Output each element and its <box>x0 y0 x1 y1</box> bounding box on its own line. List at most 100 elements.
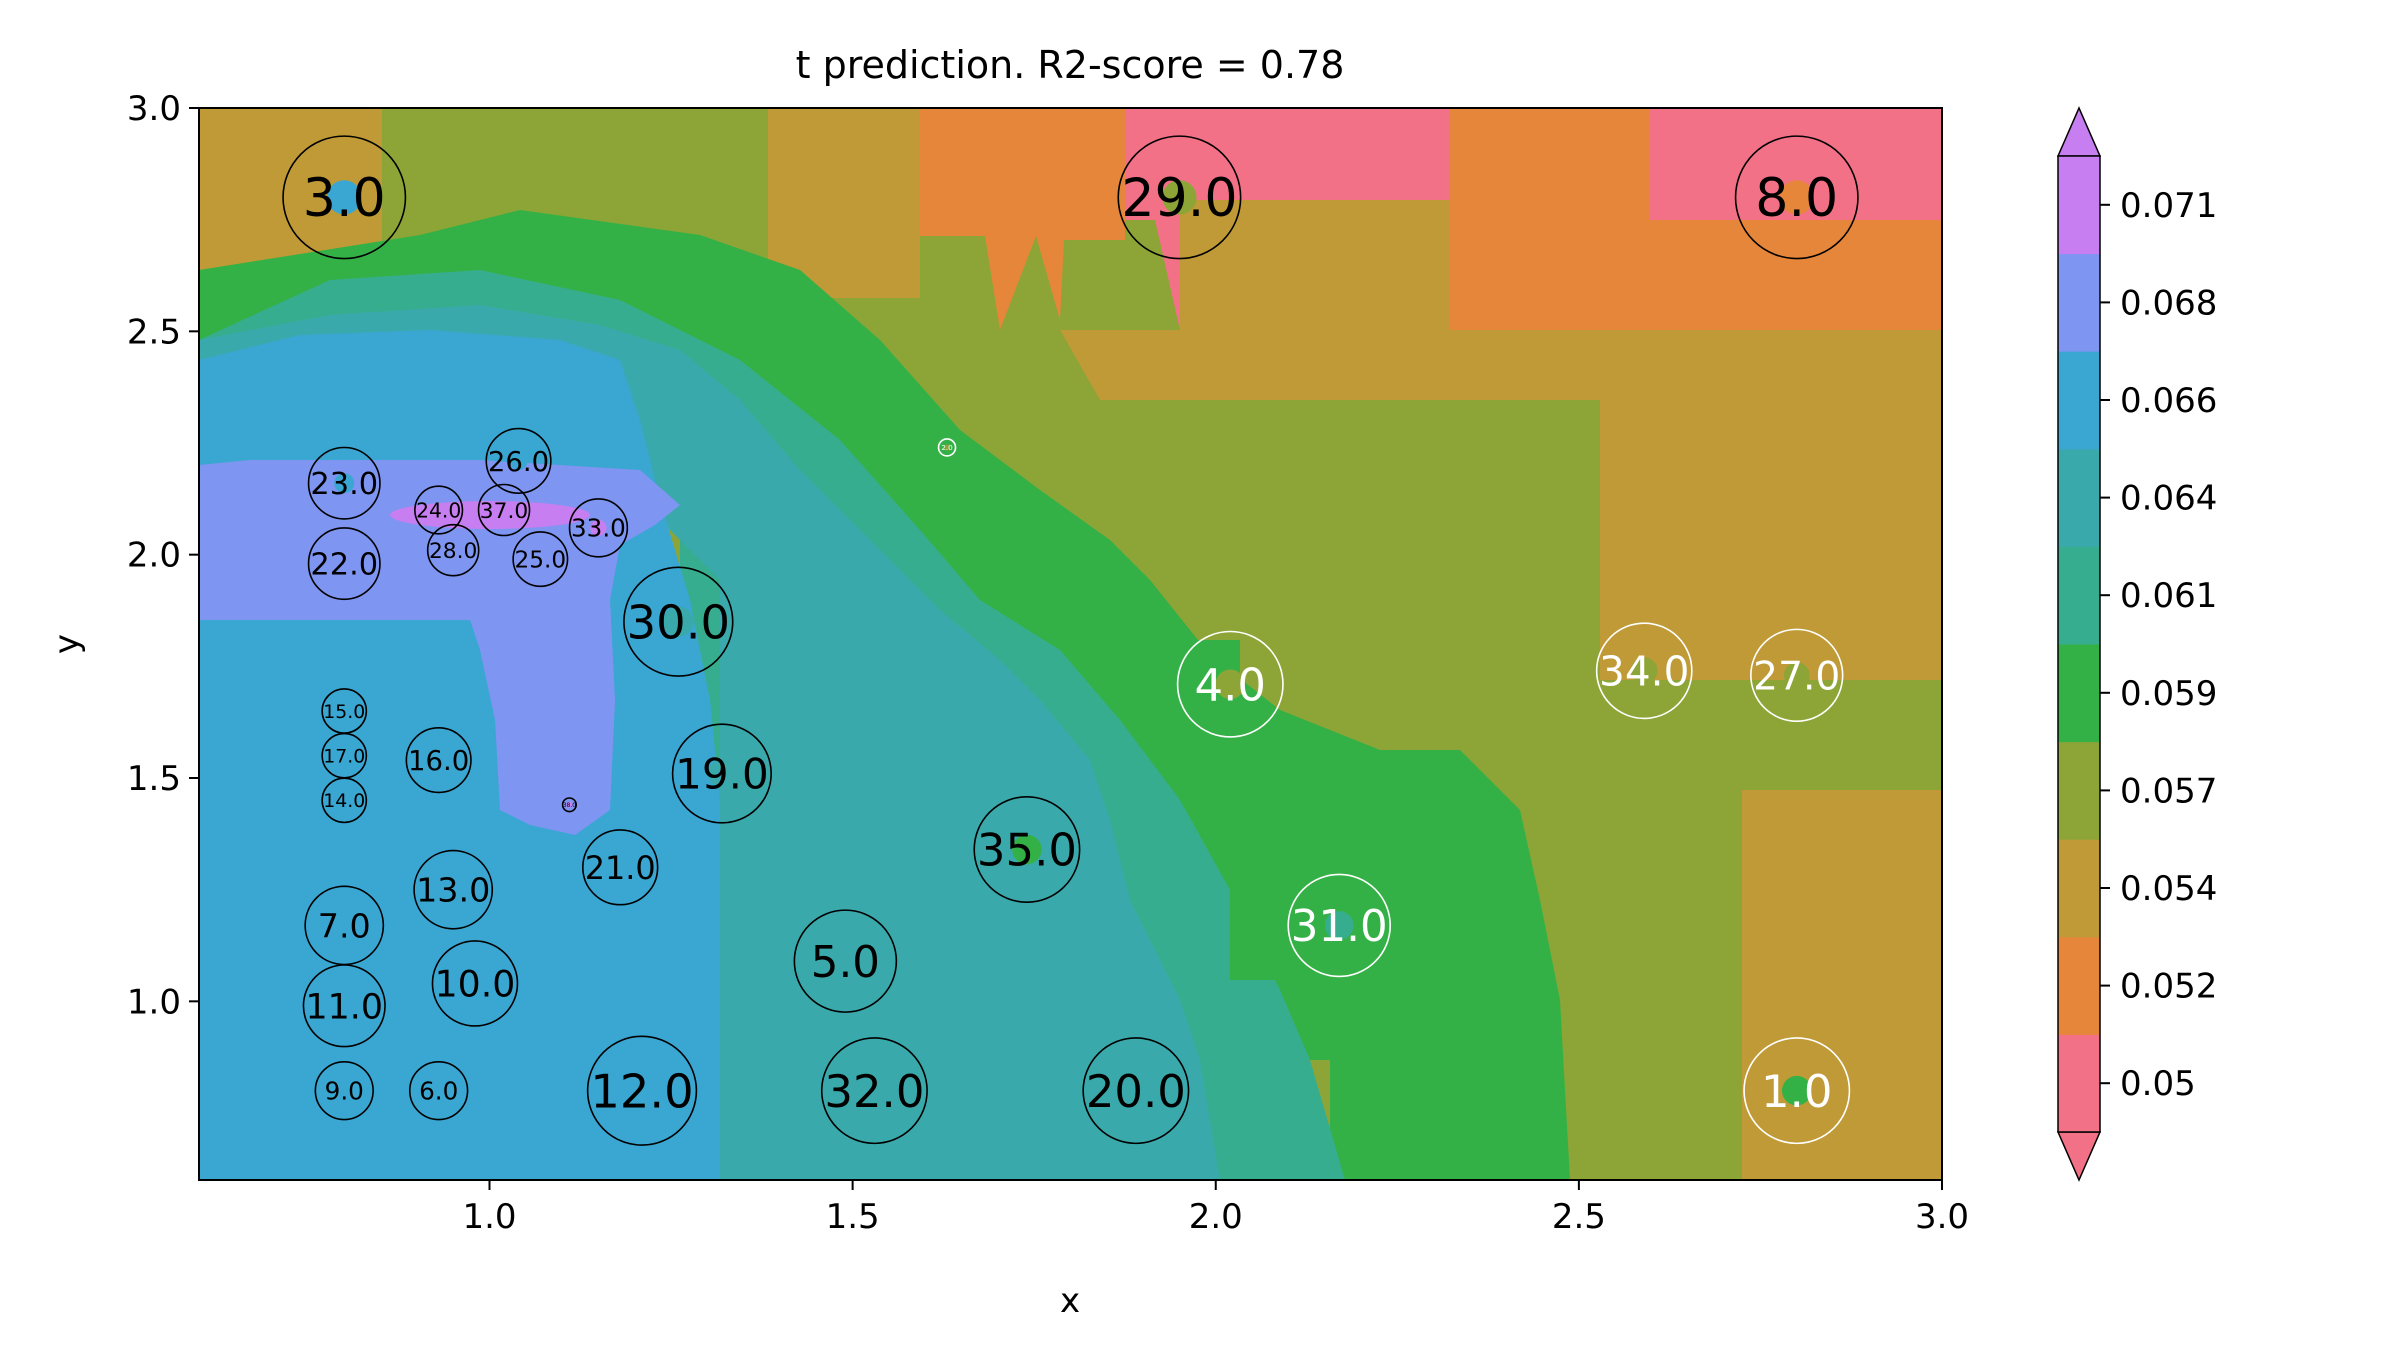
station-value-dot <box>334 473 355 494</box>
station-ring <box>973 795 1081 903</box>
station-point-10: 22.0 <box>307 527 381 601</box>
station-ring <box>623 566 734 677</box>
station-value-dot <box>1779 180 1814 215</box>
colorbar-label-7: 0.066 <box>2120 381 2217 421</box>
station-ring <box>405 727 472 794</box>
station-point-12: 15.0 <box>321 688 368 734</box>
station-ring <box>793 909 898 1013</box>
colorbar-segment-4 <box>2058 644 2100 743</box>
station-value-dot <box>1162 180 1197 215</box>
station-value-dot <box>944 444 951 451</box>
station-label: 32.0 <box>824 1065 924 1118</box>
x-axis-label: x <box>1060 1281 1080 1321</box>
station-value-dot <box>1324 911 1354 940</box>
station-ring <box>937 438 957 457</box>
region-right-olive-band <box>1742 680 1942 790</box>
station-ring <box>314 1060 374 1121</box>
x-tick-label-1: 1.5 <box>826 1197 880 1237</box>
station-ring <box>1082 1037 1190 1145</box>
plot-area: 3.0 29.0 8.0 23.0 26.0 24.0 37.0 33.0 28.0 25.0 22… <box>199 108 1942 1180</box>
station-label: 22.0 <box>310 548 378 583</box>
station-point-35: 1.0 <box>1743 1037 1851 1145</box>
colorbar-label-4: 0.059 <box>2120 674 2217 714</box>
station-point-34: 31.0 <box>1287 873 1392 978</box>
region-top-right-tan <box>1180 200 1450 330</box>
station-point-7: 33.0 <box>568 498 629 558</box>
station-value-dot <box>1783 662 1810 689</box>
station-value-dot <box>430 1082 447 1099</box>
colorbar-label-9: 0.071 <box>2120 186 2217 226</box>
y-tick-label-2: 2.0 <box>127 536 181 576</box>
y-tick-label-3: 2.5 <box>127 312 181 352</box>
station-point-24: 11.0 <box>302 964 386 1048</box>
station-value-dot <box>566 801 573 808</box>
region-top-orange <box>920 108 1125 330</box>
station-ring <box>321 777 368 824</box>
station-point-2: 8.0 <box>1734 135 1859 260</box>
station-ring <box>582 829 659 906</box>
station-ring <box>512 531 569 588</box>
station-point-9: 25.0 <box>512 531 569 588</box>
station-label: 29.0 <box>1121 169 1237 229</box>
station-label: 38.0 <box>563 802 577 809</box>
station-label: 27.0 <box>1753 654 1840 699</box>
colorbar-label-0: 0.05 <box>2120 1064 2196 1104</box>
station-point-21: 7.0 <box>304 885 385 966</box>
station-ring <box>586 1035 698 1146</box>
station-label: 20.0 <box>1086 1065 1186 1118</box>
station-point-31: 4.0 <box>1176 630 1284 738</box>
station-label: 11.0 <box>306 987 383 1027</box>
station-label: 14.0 <box>323 791 365 812</box>
colorbar-segment-9 <box>2058 156 2100 255</box>
station-point-4: 26.0 <box>485 427 552 494</box>
station-label: 12.0 <box>590 1064 693 1118</box>
station-ring <box>477 483 531 537</box>
station-value-dot <box>831 946 860 976</box>
station-value-dot <box>1630 657 1658 685</box>
station-ring <box>302 964 386 1048</box>
station-point-1: 29.0 <box>1117 135 1242 260</box>
station-ring <box>414 485 464 535</box>
station-label: 2.0 <box>941 443 953 452</box>
region-upper-right-olive <box>1100 400 1942 790</box>
station-ring <box>1734 135 1859 260</box>
station-point-16: 19.0 <box>671 723 773 824</box>
station-value-dot <box>1215 669 1246 699</box>
station-ring <box>1750 628 1844 722</box>
station-ring <box>307 527 381 601</box>
colorbar-segment-8 <box>2058 253 2100 352</box>
station-label: 7.0 <box>318 906 371 945</box>
station-label: 8.0 <box>1755 169 1838 229</box>
station-ring <box>485 427 552 494</box>
colorbar-segment-2 <box>2058 839 2100 938</box>
station-value-dot <box>1121 1075 1151 1106</box>
station-point-32: 34.0 <box>1595 622 1693 720</box>
region-top-right-orange <box>1450 108 1650 338</box>
station-value-dot <box>590 519 607 536</box>
station-value-dot <box>327 180 362 215</box>
colorbar-segment-6 <box>2058 448 2100 547</box>
station-value-dot <box>338 794 351 807</box>
station-label: 33.0 <box>571 514 626 543</box>
station-value-dot <box>609 856 631 878</box>
x-tick-label-3: 2.5 <box>1552 1197 1606 1237</box>
station-ring <box>413 849 494 930</box>
station-ring <box>282 135 407 260</box>
colorbar-segment-1 <box>2058 936 2100 1035</box>
x-axis: 1.0 1.5 2.0 2.5 3.0 <box>462 1180 1969 1237</box>
colorbar-segment-5 <box>2058 546 2100 645</box>
station-label: 34.0 <box>1599 647 1689 695</box>
station-label: 1.0 <box>1761 1065 1832 1118</box>
station-ring <box>820 1037 928 1145</box>
station-point-6: 37.0 <box>477 483 531 537</box>
station-ring <box>671 723 773 824</box>
x-tick-label-0: 1.0 <box>462 1197 516 1237</box>
y-tick-label-0: 1.0 <box>127 982 181 1022</box>
station-label: 3.0 <box>303 169 386 229</box>
station-ring <box>408 1060 469 1121</box>
station-ring <box>307 446 381 520</box>
station-ring <box>431 940 519 1027</box>
station-point-23: 10.0 <box>431 940 519 1027</box>
station-point-19: 35.0 <box>973 795 1081 903</box>
station-point-3: 23.0 <box>307 446 381 520</box>
